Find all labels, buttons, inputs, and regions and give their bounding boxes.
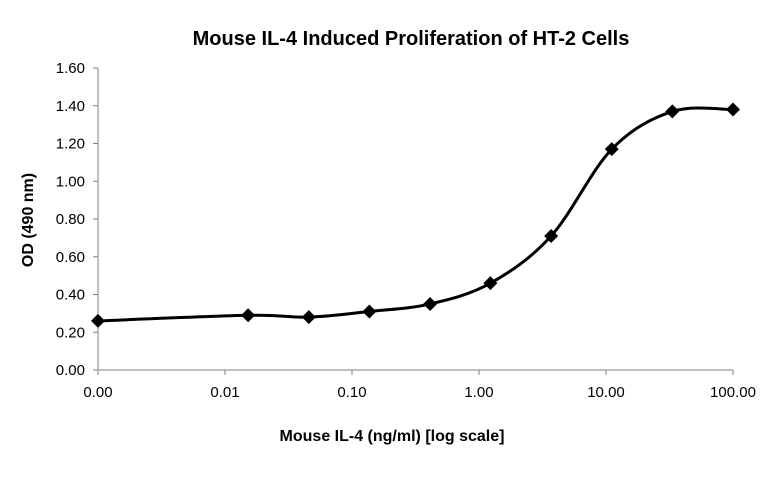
x-tick-label: 0.01 xyxy=(210,384,239,401)
y-tick-label: 0.60 xyxy=(56,249,85,266)
data-point xyxy=(665,104,680,119)
data-point xyxy=(241,308,256,323)
y-tick-label: 0.40 xyxy=(56,287,85,304)
y-tick-label: 0.00 xyxy=(56,362,85,379)
x-tick-label: 0.00 xyxy=(83,384,112,401)
x-axis-label: Mouse IL-4 (ng/ml) [log scale] xyxy=(280,428,505,445)
y-axis-label: OD (490 nm) xyxy=(20,173,37,267)
x-tick-label: 100.00 xyxy=(710,384,756,401)
data-point xyxy=(604,142,619,157)
data-point xyxy=(483,276,498,291)
y-tick-label: 1.20 xyxy=(56,136,85,153)
x-tick-label: 1.00 xyxy=(464,384,493,401)
x-tick-label: 10.00 xyxy=(587,384,625,401)
chart-title: Mouse IL-4 Induced Proliferation of HT-2… xyxy=(193,28,630,50)
y-tick-label: 1.60 xyxy=(56,60,85,77)
data-point xyxy=(301,310,316,325)
x-tick-label: 0.10 xyxy=(337,384,366,401)
data-point xyxy=(362,304,377,319)
y-tick-label: 0.80 xyxy=(56,211,85,228)
y-tick-label: 1.40 xyxy=(56,98,85,115)
data-point xyxy=(423,296,438,311)
y-tick-label: 1.00 xyxy=(56,173,85,190)
y-tick-label: 0.20 xyxy=(56,324,85,341)
data-point xyxy=(91,313,105,328)
series-line xyxy=(97,106,734,323)
y-axis: 0.00 0.20 0.40 0.60 0.80 1.00 1.20 1.40 1.60 xyxy=(56,60,99,379)
plot-area xyxy=(91,102,740,328)
x-axis: 0.00 0.01 0.10 1.00 10.00 100.00 xyxy=(83,369,756,401)
data-point xyxy=(544,228,559,243)
data-point xyxy=(726,102,740,117)
